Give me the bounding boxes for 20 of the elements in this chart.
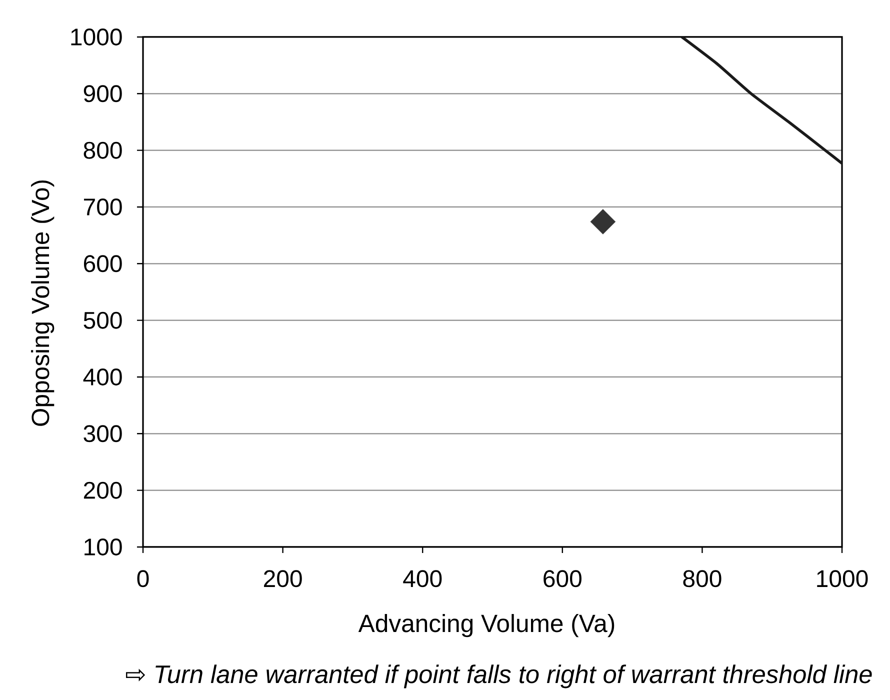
x-tick-label: 800 bbox=[683, 570, 722, 588]
x-axis-title: Advancing Volume (Va) bbox=[358, 614, 614, 638]
y-tick-label: 200 bbox=[84, 482, 122, 499]
x-tick-label: 200 bbox=[264, 570, 302, 588]
y-tick-label: 800 bbox=[84, 142, 122, 159]
y-tick-label: 700 bbox=[84, 198, 122, 216]
x-tick-label: 400 bbox=[403, 570, 442, 588]
y-tick-label: 900 bbox=[84, 85, 122, 102]
y-tick-label: 100 bbox=[84, 538, 122, 556]
y-tick-label: 1000 bbox=[71, 28, 122, 46]
y-axis-title: Opposing Volume (Vo) bbox=[31, 180, 54, 426]
line-series bbox=[680, 36, 842, 165]
y-tick-label: 300 bbox=[84, 425, 122, 442]
y-tick-label: 600 bbox=[84, 255, 122, 272]
text: ⇨ Turn lane warranted if point falls to right of warrant threshold line bbox=[126, 664, 872, 688]
x-tick-label: 0 bbox=[137, 570, 149, 588]
y-tick-label: 500 bbox=[84, 312, 122, 329]
x-tick-label: 1000 bbox=[817, 570, 868, 588]
x-tick-label: 600 bbox=[544, 570, 582, 588]
y-tick-label: 400 bbox=[83, 368, 122, 386]
